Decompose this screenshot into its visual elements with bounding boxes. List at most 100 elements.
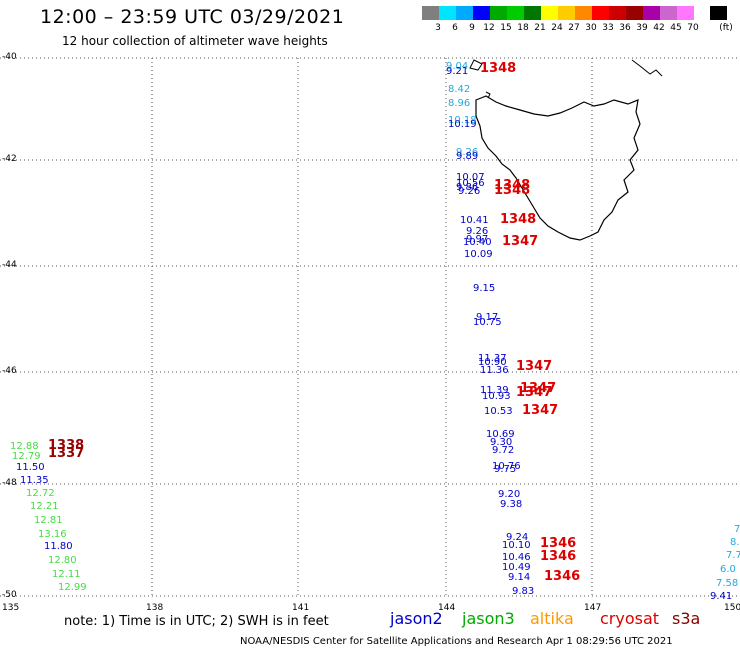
wave-height-value: 9.24 [506,532,529,543]
tasmania-coastline [475,95,641,241]
wave-height-value: 9.21 [446,66,469,77]
wave-height-value: 9.26 [466,226,489,237]
legend-cryosat: cryosat [600,609,660,628]
wave-height-value: 10.40 [463,237,492,248]
wave-height-value: 10.10 [502,540,531,551]
wave-height-value: 10.41 [460,215,489,226]
scale-tick-label: 21 [534,23,546,33]
scale-swatch [592,6,609,20]
pass-time-mark: 1348 [480,61,517,76]
scale-swatch [710,6,727,20]
wave-height-value: 12.80 [48,555,77,566]
scale-tick-label: 6 [452,23,458,33]
mainland-coastline [631,59,663,77]
wave-height-value: 10.53 [484,406,513,417]
wave-height-value: 9.75 [494,464,517,475]
wave-height-value: 7.7 [726,550,740,561]
map-title: 12:00 – 23:59 UTC 03/29/2021 [40,6,345,28]
scale-tick-label: 12 [483,23,495,33]
pass-time-mark: 1348 [500,212,537,227]
scale-tick-label: 18 [517,23,529,33]
wave-height-value: 9.86 [456,182,479,193]
pass-time-mark: 1347 [516,385,553,400]
scale-swatch [422,6,439,20]
small-island-coast [485,91,491,99]
wave-height-value: 11.35 [20,475,49,486]
wave-height-value: 10.75 [473,317,502,328]
credit-line: NOAA/NESDIS Center for Satellite Applica… [240,636,673,647]
wave-height-value: 7 [734,524,740,535]
wave-height-value: 9.20 [498,489,521,500]
wave-height-value: 9.15 [473,283,496,294]
scale-tick-label: 24 [551,23,563,33]
wave-height-value: 10.56 [456,178,485,189]
scale-tick-label: 36 [619,23,631,33]
legend-s3a: s3a [672,609,701,628]
legend-jason3: jason3 [462,609,515,628]
scale-swatch [473,6,490,20]
wave-height-value: 10.46 [502,552,531,563]
wave-height-value: 10.07 [456,172,485,183]
map-subtitle: 12 hour collection of altimeter wave hei… [62,34,328,48]
scale-tick-label: 30 [585,23,597,33]
pass-time-mark: 1338 [48,438,85,453]
wave-height-value: 10.76 [492,461,521,472]
pass-time-mark: 1348 [494,183,531,198]
scale-swatch [439,6,456,20]
pass-time-mark: 1346 [540,536,577,551]
longitude-label: 144 [438,603,456,613]
latitude-label: -46 [2,366,17,376]
scale-swatch [541,6,558,20]
wave-height-value: 11.80 [44,541,73,552]
scale-swatch [677,6,694,20]
wave-height-value: 10.09 [464,249,493,260]
wave-height-value: 10.18 [448,115,477,126]
wave-height-value: 9.30 [490,437,513,448]
longitude-label: 135 [2,603,20,613]
wave-height-value: 10.90 [478,357,507,368]
wave-height-value: 11.39 [480,385,509,396]
wave-height-value: 8. [730,537,740,548]
latitude-label: -48 [2,478,17,488]
scale-swatch [575,6,592,20]
wave-height-value: 9.41 [710,591,733,602]
wave-height-value: 11.36 [480,365,509,376]
scale-tick-label: 39 [636,23,648,33]
wave-height-value: 13.16 [38,529,67,540]
scale-tick-label: 70 [687,23,699,33]
wave-height-value: 12.72 [26,488,55,499]
wave-height-value: 11.50 [16,462,45,473]
wave-height-value: 6.0 [720,564,736,575]
pass-time-mark: 1347 [516,359,553,374]
longitude-label: 141 [292,603,310,613]
wave-height-value: 10.19 [448,119,477,130]
wave-height-value: 9.14 [508,572,531,583]
wave-height-value: 10.69 [486,429,515,440]
wave-height-value: 12.88 [10,441,39,452]
scale-swatch [660,6,677,20]
wave-height-value: 10.49 [502,562,531,573]
pass-time-mark: 1347 [502,234,539,249]
wave-height-value: 12.79 [12,451,41,462]
wave-height-value: 8.96 [448,98,471,109]
longitude-label: 147 [584,603,602,613]
longitude-label: 138 [146,603,164,613]
small-island-coast [469,59,483,71]
latitude-label: -42 [2,154,17,164]
scale-tick-label: (ft) [719,23,733,33]
wave-height-value: 12.11 [52,569,81,580]
scale-swatch [626,6,643,20]
wave-height-value: 7.58 [716,578,739,589]
wave-height-value: 9.17 [476,312,499,323]
pass-time-mark: 1347 [520,381,557,396]
wave-height-value: 9.72 [492,445,515,456]
scale-tick-label: 33 [602,23,614,33]
wave-height-value: 9.04 [446,61,469,72]
scale-tick-label: 45 [670,23,682,33]
wave-height-value: 9.26 [456,147,479,158]
wave-height-value: 10.93 [482,391,511,402]
pass-time-mark: 1348 [494,178,531,193]
wave-height-value: 12.99 [58,582,87,593]
wave-height-value: 9.38 [500,499,523,510]
